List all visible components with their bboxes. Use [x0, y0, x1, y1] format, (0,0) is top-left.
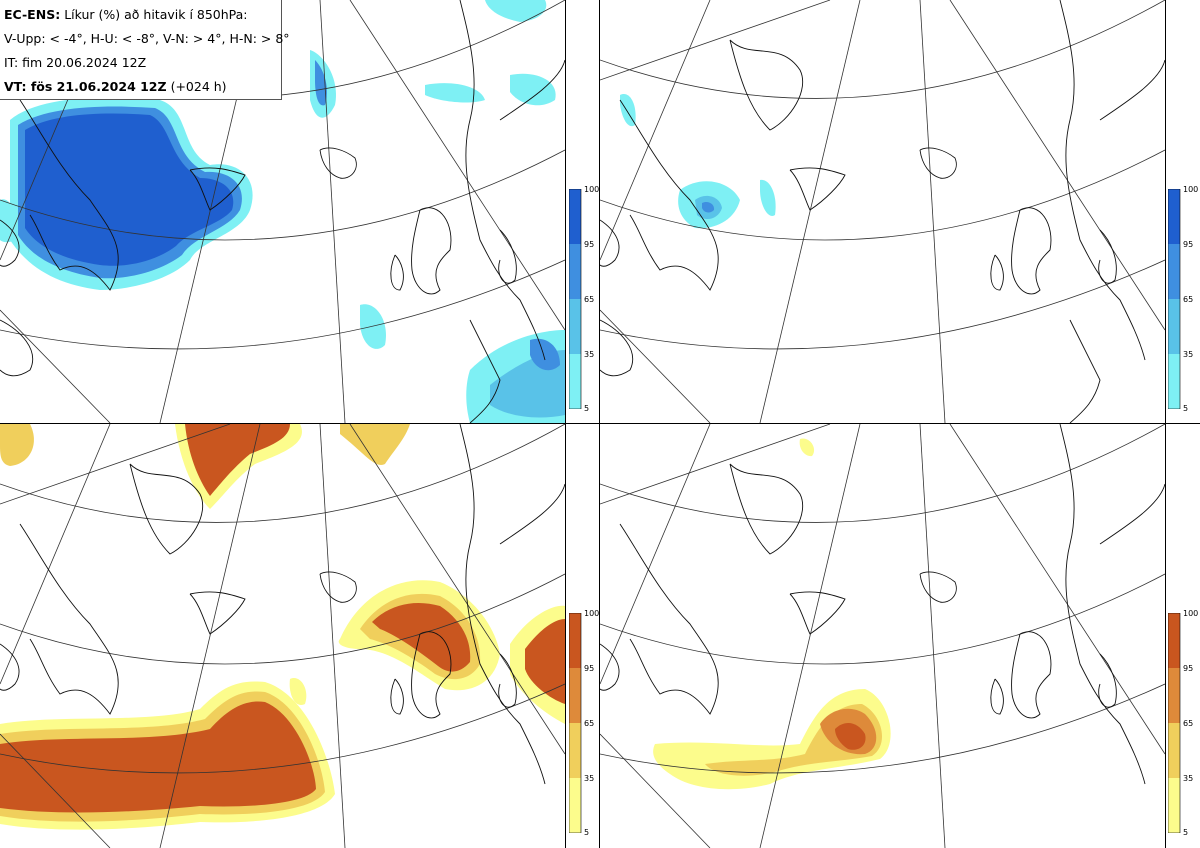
valid-time-line: VT: fös 21.06.2024 12Z (+024 h) — [4, 75, 281, 99]
prob-area — [702, 201, 715, 213]
info-box: EC-ENS: Líkur (%) að hitavik í 850hPa: V… — [0, 0, 290, 100]
model-name: EC-ENS: — [4, 7, 61, 22]
colorbar-tick: 5 — [1183, 404, 1189, 413]
colorbar-blue-top-right: 100 95 65 35 5 — [1168, 185, 1199, 413]
coastline — [0, 0, 565, 423]
graticule — [600, 0, 1165, 423]
prob-area — [835, 722, 866, 750]
colorbar-tick: 65 — [584, 719, 595, 728]
prob-area — [485, 0, 547, 22]
prob-area — [25, 113, 234, 266]
prob-area — [530, 338, 560, 371]
colorbar-scale — [569, 189, 582, 409]
colorbar-tick: 35 — [1183, 350, 1194, 359]
panel-divider — [565, 0, 566, 848]
prob-area — [799, 438, 815, 457]
prob-area — [510, 73, 556, 106]
thresholds-text: V-Upp: < -4°, H-U: < -8°, V-N: > 4°, H-N… — [4, 31, 290, 46]
prob-area — [340, 424, 410, 465]
colorbar-tick: 5 — [584, 828, 590, 837]
product-title: Líkur (%) að hitavik í 850hPa: — [64, 7, 248, 22]
prob-area — [525, 619, 565, 704]
panel-divider — [599, 0, 600, 848]
prob-area — [185, 424, 290, 496]
panel-divider — [0, 423, 1200, 424]
colorbar-tick: 95 — [1183, 240, 1194, 249]
colorbar-tick: 65 — [584, 295, 595, 304]
colorbar-tick: 65 — [1183, 295, 1194, 304]
colorbar-tick: 35 — [584, 350, 595, 359]
map-canvas — [600, 424, 1165, 848]
colorbar-blue-top-left: 100 95 65 35 5 — [569, 185, 600, 413]
colorbar-tick: 35 — [1183, 774, 1194, 783]
coastline — [600, 0, 1165, 423]
prob-area — [760, 179, 776, 216]
colorbar-tick: 100 — [1183, 185, 1199, 194]
prob-area — [425, 83, 485, 103]
coastline — [0, 424, 565, 785]
colorbar-tick: 65 — [1183, 719, 1194, 728]
prob-area — [372, 602, 471, 672]
colorbar-tick: 100 — [1183, 609, 1199, 618]
prob-area — [315, 60, 327, 106]
valid-time: VT: fös 21.06.2024 12Z — [4, 79, 167, 94]
map-canvas — [600, 0, 1165, 423]
panel-divider — [1165, 0, 1166, 848]
prob-area — [0, 424, 34, 466]
colorbar-tick: 95 — [1183, 664, 1194, 673]
colorbar-scale — [569, 613, 582, 833]
colorbar-scale — [1168, 613, 1181, 833]
prob-area — [289, 678, 307, 705]
colorbar-tick: 95 — [584, 664, 595, 673]
colorbar-tick: 100 — [584, 185, 600, 194]
map-panel-warm-8 — [600, 424, 1165, 848]
init-time: IT: fim 20.06.2024 12Z — [4, 55, 147, 70]
map-panel-warm-4 — [0, 424, 565, 848]
colorbar-orange-bottom-left: 100 95 65 35 5 — [569, 609, 600, 837]
graticule — [600, 424, 1165, 848]
info-title-line: EC-ENS: Líkur (%) að hitavik í 850hPa: — [4, 3, 281, 27]
graticule — [0, 424, 565, 848]
map-panel-cold-8 — [600, 0, 1165, 423]
colorbar-tick: 5 — [584, 404, 590, 413]
colorbar-tick: 95 — [584, 240, 595, 249]
map-canvas — [0, 424, 565, 848]
lead-time: (+024 h) — [170, 79, 227, 94]
coastline — [600, 424, 1165, 785]
colorbar-tick: 100 — [584, 609, 600, 618]
prob-area — [360, 304, 386, 349]
prob-area — [0, 701, 316, 813]
colorbar-scale — [1168, 189, 1181, 409]
colorbar-orange-bottom-right: 100 95 65 35 5 — [1168, 609, 1199, 837]
colorbar-tick: 35 — [584, 774, 595, 783]
colorbar-tick: 5 — [1183, 828, 1189, 837]
